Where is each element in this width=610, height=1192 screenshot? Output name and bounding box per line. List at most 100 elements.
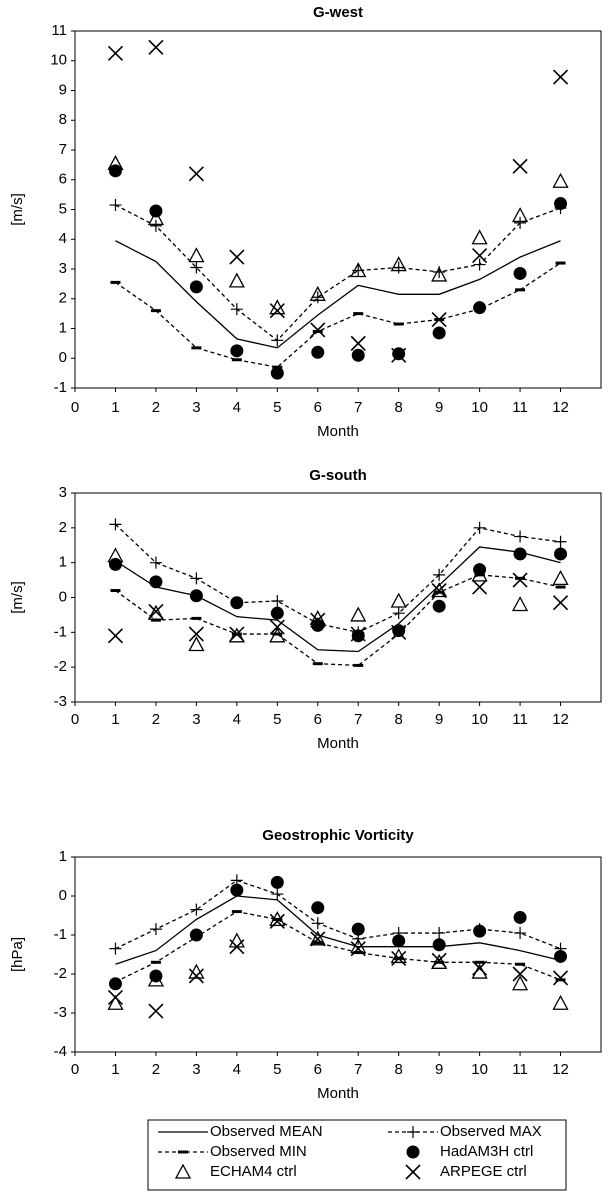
y-tick-label: -2 xyxy=(54,658,67,675)
marker-plus xyxy=(514,927,527,940)
marker-circle xyxy=(149,575,163,589)
marker-triangle xyxy=(188,636,205,652)
plot-frame xyxy=(74,856,602,1053)
x-tick-label: 4 xyxy=(233,1061,241,1078)
chart-title: Geostrophic Vorticity xyxy=(262,827,414,844)
marker-triangle xyxy=(228,627,245,643)
marker-circle xyxy=(230,883,244,897)
marker-x xyxy=(310,322,326,338)
marker-circle xyxy=(189,928,203,942)
series-line xyxy=(115,574,561,667)
marker-x xyxy=(431,952,447,968)
marker-circle xyxy=(351,922,365,936)
marker-plus xyxy=(311,917,324,930)
x-tick-label: 10 xyxy=(471,711,488,728)
marker-triangle xyxy=(431,266,448,282)
marker-plus xyxy=(190,903,203,916)
y-tick-label: -1 xyxy=(54,379,67,396)
marker-x xyxy=(188,968,204,984)
marker-x xyxy=(431,582,447,599)
x-tick-label: 1 xyxy=(111,1061,119,1078)
marker-circle xyxy=(473,924,487,938)
marker-circle xyxy=(311,618,325,632)
marker-triangle xyxy=(107,547,124,563)
marker-triangle xyxy=(147,971,165,987)
marker-x xyxy=(148,1003,164,1019)
y-tick-label: 2 xyxy=(59,290,67,307)
marker-x xyxy=(472,579,488,595)
x-tick-label: 3 xyxy=(192,399,200,416)
marker-plus xyxy=(392,261,405,274)
marker-plus xyxy=(433,568,446,581)
x-tick-label: 6 xyxy=(314,1061,322,1078)
x-tick-label: 0 xyxy=(71,711,79,728)
marker-triangle xyxy=(107,155,124,171)
x-axis-label: Month xyxy=(317,1085,359,1102)
x-tick-label: 6 xyxy=(314,711,322,728)
marker-circle xyxy=(311,901,325,915)
marker-plus xyxy=(149,923,162,936)
series-line xyxy=(115,546,561,653)
y-tick-label: 11 xyxy=(51,22,67,39)
marker-x xyxy=(431,312,447,328)
y-tick-label: 7 xyxy=(59,141,67,158)
x-tick-label: 11 xyxy=(512,1061,528,1078)
x-tick-label: 2 xyxy=(152,1061,160,1078)
legend-frame xyxy=(147,1119,567,1191)
marker-circle xyxy=(351,348,365,362)
marker-circle xyxy=(108,977,122,991)
marker-triangle xyxy=(390,948,407,964)
marker-circle xyxy=(270,366,284,380)
series-line xyxy=(115,895,561,965)
marker-circle xyxy=(513,910,527,924)
marker-plus xyxy=(109,199,122,212)
x-tick-label: 4 xyxy=(233,711,241,728)
marker-circle xyxy=(513,266,527,280)
marker-triangle xyxy=(471,963,488,979)
x-tick-label: 5 xyxy=(273,399,281,416)
marker-x xyxy=(310,931,326,947)
marker-x xyxy=(269,913,285,929)
marker-circle xyxy=(513,547,527,561)
marker-plus xyxy=(473,258,486,271)
y-tick-label: 0 xyxy=(59,349,67,366)
y-tick-label: 2 xyxy=(59,519,67,536)
marker-triangle xyxy=(431,953,448,969)
x-tick-label: 5 xyxy=(273,711,281,728)
chart-title: G-west xyxy=(313,4,363,21)
marker-x xyxy=(472,960,488,976)
marker-plus xyxy=(514,530,527,543)
marker-triangle xyxy=(350,606,367,622)
marker-circle xyxy=(473,301,487,315)
x-axis-label: Month xyxy=(317,423,359,440)
x-tick-label: 0 xyxy=(71,1061,79,1078)
series-line xyxy=(115,240,561,349)
marker-circle xyxy=(189,589,203,603)
marker-plus xyxy=(230,303,243,316)
x-tick-label: 9 xyxy=(435,711,443,728)
marker-x xyxy=(472,248,488,264)
y-axis-label: [hPa] xyxy=(9,937,26,972)
marker-triangle xyxy=(228,932,245,948)
marker-plus xyxy=(149,219,162,232)
marker-x xyxy=(188,166,204,182)
marker-circle xyxy=(473,563,487,577)
marker-x xyxy=(229,626,245,642)
x-tick-label: 12 xyxy=(552,1061,569,1078)
marker-x xyxy=(391,624,407,640)
y-tick-label: 0 xyxy=(59,588,67,605)
x-tick-label: 0 xyxy=(71,399,79,416)
marker-circle xyxy=(270,875,284,889)
y-tick-label: -3 xyxy=(54,1004,67,1021)
x-tick-label: 4 xyxy=(233,399,241,416)
marker-plus xyxy=(190,572,203,585)
y-tick-label: 5 xyxy=(59,200,67,217)
marker-circle xyxy=(230,596,244,610)
series-line xyxy=(115,262,561,368)
marker-plus xyxy=(149,556,162,569)
x-tick-label: 3 xyxy=(192,1061,200,1078)
y-tick-label: 6 xyxy=(59,171,67,188)
marker-triangle xyxy=(552,994,569,1010)
marker-plus xyxy=(473,521,486,534)
marker-triangle xyxy=(107,994,124,1010)
